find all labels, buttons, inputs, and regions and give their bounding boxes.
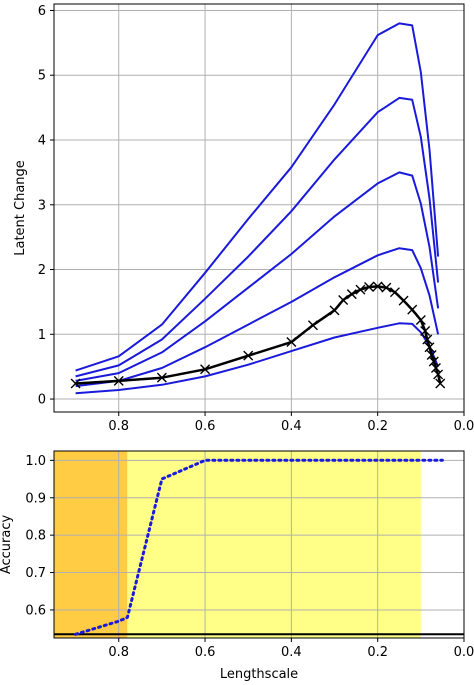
x-tick-label: 0.2 xyxy=(367,419,388,434)
series-line-5 xyxy=(75,285,442,385)
y-tick-label: 0 xyxy=(38,393,46,408)
x-tick-label: 0.8 xyxy=(108,419,129,434)
y-axis-label: Latent Change xyxy=(13,160,28,256)
x-marker xyxy=(243,350,254,361)
x-marker xyxy=(433,369,444,380)
y-tick-label: 3 xyxy=(38,198,46,213)
x-tick-label: 0.2 xyxy=(367,645,388,660)
y-tick-label: 4 xyxy=(38,134,46,149)
x-tick-label: 0.6 xyxy=(195,419,216,434)
series-line-4 xyxy=(75,322,440,395)
shaded-region xyxy=(127,451,421,638)
x-tick-label: 0.0 xyxy=(454,645,474,660)
x-marker xyxy=(420,326,431,337)
x-marker xyxy=(415,315,426,326)
x-tick-label: 0.0 xyxy=(454,419,474,434)
series-line-2 xyxy=(75,171,440,382)
x-marker xyxy=(428,356,439,367)
accuracy-panel: 0.8 0.6 0.4 0.2 0.00.60.70.80.91.0 Accuracy … xyxy=(0,450,474,682)
x-tick-label: 0.8 xyxy=(108,645,129,660)
x-tick-label: 0.4 xyxy=(281,419,302,434)
x-marker xyxy=(424,342,435,353)
y-tick-label: 6 xyxy=(38,4,46,19)
x-marker xyxy=(398,295,409,306)
x-marker xyxy=(286,337,297,348)
plot-frame xyxy=(53,450,465,639)
series-line-1 xyxy=(75,96,440,378)
y-tick-label: 1 xyxy=(38,328,46,343)
x-marker xyxy=(156,372,167,383)
y-tick-label: 5 xyxy=(38,69,46,84)
y-tick-label: 0.6 xyxy=(25,603,46,618)
x-marker xyxy=(407,304,418,315)
x-marker xyxy=(435,378,446,389)
latent-change-panel: 0.8 0.6 0.4 0.2 0.0 0 1 2 3 4 5 6 Latent Change xyxy=(13,3,474,434)
y-tick-label: 0.9 xyxy=(25,491,46,506)
series-line-0 xyxy=(74,458,444,636)
x-marker xyxy=(381,282,392,293)
x-axis-label: Lengthscale xyxy=(220,667,298,682)
x-marker xyxy=(113,375,124,386)
plot-frame xyxy=(53,3,465,413)
x-marker xyxy=(430,362,441,373)
y-tick-label: 0.7 xyxy=(25,566,46,581)
x-marker xyxy=(355,284,366,295)
x-marker xyxy=(389,287,400,298)
y-axis-label: Accuracy xyxy=(0,515,14,575)
y-tick-label: 0.8 xyxy=(25,529,46,544)
x-marker xyxy=(426,350,437,361)
x-marker xyxy=(364,282,375,293)
series-line-0 xyxy=(75,22,440,372)
x-marker xyxy=(338,294,349,305)
x-marker xyxy=(307,320,318,331)
shaded-region xyxy=(54,451,128,638)
x-marker xyxy=(372,281,383,292)
series-line-3 xyxy=(75,247,440,388)
y-tick-label: 1.0 xyxy=(25,454,46,469)
y-tick-label: 2 xyxy=(38,263,46,278)
x-tick-label: 0.6 xyxy=(195,645,216,660)
x-marker xyxy=(200,364,211,375)
x-marker xyxy=(422,334,433,345)
x-marker xyxy=(70,378,81,389)
x-tick-label: 0.4 xyxy=(281,645,302,660)
x-marker xyxy=(346,289,357,300)
x-marker xyxy=(329,305,340,316)
